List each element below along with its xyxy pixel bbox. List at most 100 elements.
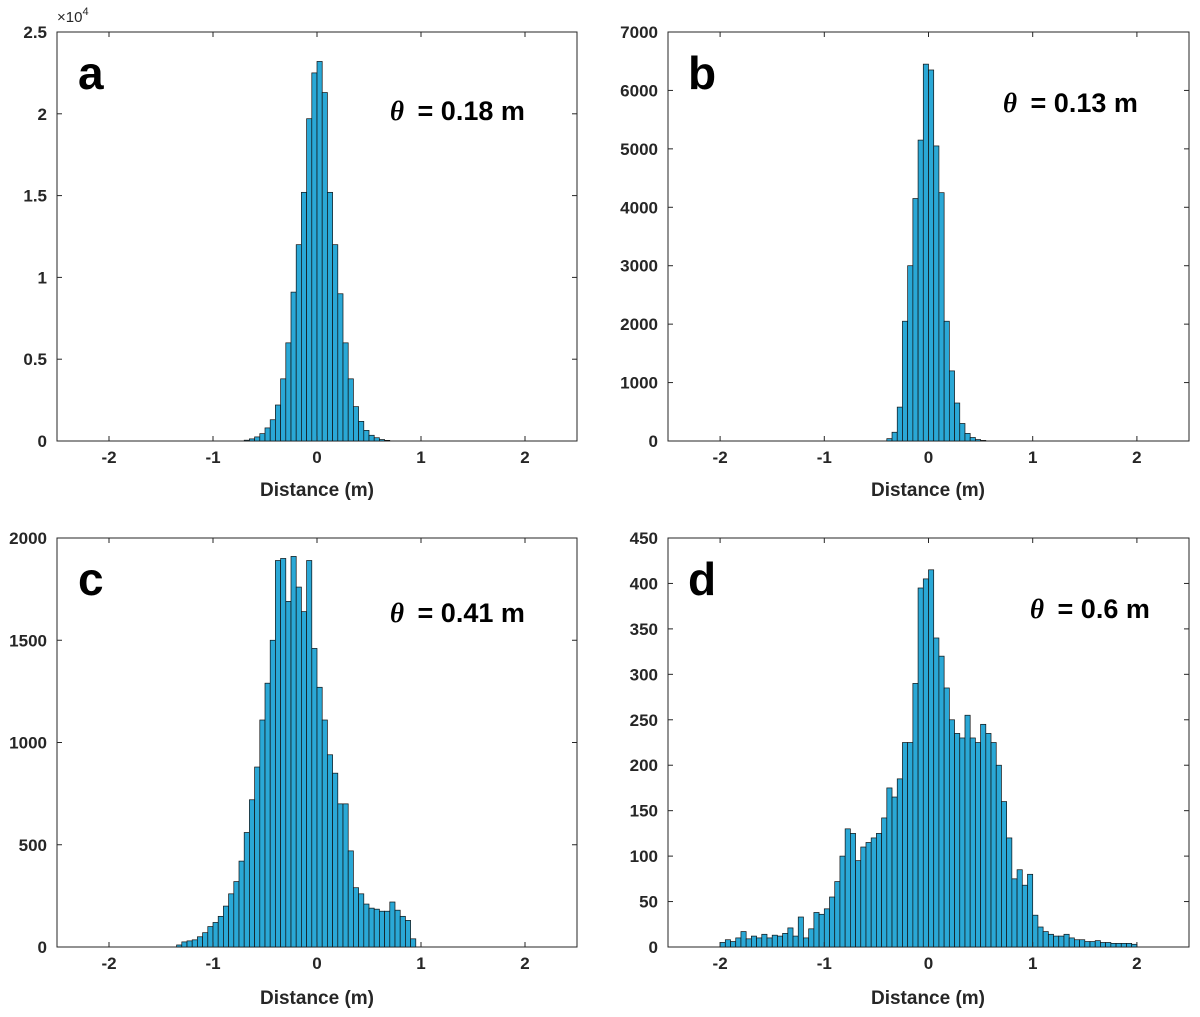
histogram-bar	[849, 833, 856, 948]
histogram-bar	[254, 766, 261, 948]
histogram-bar	[803, 937, 810, 948]
histogram-bar	[948, 370, 955, 442]
histogram-bar	[311, 72, 318, 442]
histogram-bar	[285, 601, 292, 948]
y-tick-label: 3000	[620, 257, 658, 276]
histogram-bar	[1084, 941, 1091, 948]
histogram-bar	[249, 438, 255, 442]
histogram-bar	[342, 803, 349, 948]
histogram-bar	[1053, 935, 1060, 948]
histogram-bar	[202, 932, 209, 948]
histogram-bar	[217, 915, 224, 948]
histogram-bar	[311, 648, 318, 948]
histogram-bar	[379, 439, 385, 442]
histogram-bar	[724, 939, 731, 948]
axis-ticks-a: -2 -1 0 1 2 0 0.5 1 1.5 2 2.5	[23, 23, 577, 467]
histogram-bar	[399, 915, 406, 948]
histogram-bar	[792, 935, 799, 948]
histogram-bar	[1042, 931, 1049, 948]
x-tick-label: 0	[924, 448, 933, 467]
y-tick-label: 7000	[620, 23, 658, 42]
histogram-bar	[280, 378, 287, 442]
histogram-bar	[777, 935, 783, 948]
x-axis-label-a: Distance (m)	[260, 480, 374, 501]
x-tick-label: 2	[520, 954, 529, 973]
histogram-bar	[844, 828, 851, 948]
axis-ticks-d: -2 -1 0 1 2 0 50 100 150 200 250 300 350 400 450	[630, 529, 1189, 973]
histogram-bar	[1115, 943, 1122, 948]
histogram-bar	[1011, 878, 1018, 948]
y-tick-label: 400	[630, 574, 658, 593]
histogram-bar	[1105, 942, 1112, 948]
histogram-bar	[1058, 935, 1065, 948]
panel-b: -2 -1 0 1 2 0 1000 2000 3000 4000 5000 6000 7000 b θ…	[620, 23, 1190, 501]
panel-label-b: b	[688, 47, 716, 99]
y-tick-label: 350	[630, 620, 658, 639]
histogram-bar	[1047, 933, 1054, 948]
histogram-bar	[766, 937, 773, 948]
histogram-bar	[730, 941, 737, 948]
histogram-bar	[870, 837, 877, 948]
y-tick-label: 0	[649, 938, 658, 957]
histogram-bar	[254, 436, 261, 442]
histogram-bar	[922, 578, 929, 948]
histogram-bar	[410, 938, 417, 948]
histogram-bar	[891, 796, 898, 948]
histogram-bar	[787, 927, 794, 948]
axis-ticks-b: -2 -1 0 1 2 0 1000 2000 3000 4000 5000 6000 7000	[620, 23, 1189, 467]
histogram-bar	[855, 860, 862, 948]
histogram-bar	[259, 719, 266, 948]
histogram-bar	[891, 431, 898, 442]
histogram-bar	[249, 799, 255, 948]
histogram-bar	[243, 832, 250, 948]
histogram-bar	[902, 320, 909, 442]
histogram-bar	[368, 434, 375, 442]
histogram-bar	[295, 244, 302, 442]
histogram-bar	[902, 742, 909, 948]
histogram-bar	[405, 920, 411, 948]
y-tick-label: 200	[630, 756, 658, 775]
histogram-bar	[1001, 801, 1008, 948]
histogram-bar	[1094, 940, 1101, 948]
histogram-bar	[1074, 939, 1080, 948]
histogram-bar	[243, 439, 250, 442]
histogram-bar	[176, 944, 183, 948]
histogram-bar	[933, 637, 940, 948]
histogram-bar	[990, 742, 997, 948]
histogram-bar	[290, 556, 297, 948]
histogram-bar	[337, 293, 344, 442]
histogram-bar	[782, 933, 789, 948]
svg-text:×104: ×104	[57, 6, 89, 26]
histogram-bar	[912, 198, 919, 442]
histogram-bar	[285, 342, 292, 442]
histogram-bar	[834, 881, 841, 948]
x-tick-label: 1	[1028, 448, 1037, 467]
histogram-bar	[332, 244, 339, 442]
histogram-bar	[980, 723, 987, 948]
histogram-bar	[1016, 869, 1023, 948]
histogram-bar	[1063, 933, 1070, 948]
y-tick-label: 1000	[620, 374, 658, 393]
y-tick-label: 250	[630, 711, 658, 730]
histogram-bar	[876, 833, 882, 948]
histogram-bars-b	[886, 63, 987, 442]
x-tick-label: 0	[924, 954, 933, 973]
histogram-bar	[327, 191, 333, 442]
histogram-bar	[259, 433, 266, 442]
x-tick-label: -2	[713, 448, 728, 467]
histogram-bar	[959, 737, 966, 948]
histogram-bar	[181, 941, 188, 948]
theta-annotation-d: θ = 0.6 m	[1030, 594, 1150, 624]
histogram-bar	[301, 611, 307, 948]
histogram-bar	[1006, 837, 1013, 948]
panel-label-a: a	[78, 47, 104, 99]
histogram-bar	[353, 406, 359, 442]
y-tick-label: 150	[630, 802, 658, 821]
histogram-bar	[327, 754, 333, 948]
histogram-bar	[347, 850, 354, 948]
histogram-bar	[818, 913, 825, 948]
x-axis-label-d: Distance (m)	[871, 988, 985, 1009]
histogram-bar	[212, 922, 219, 948]
histogram-bar	[964, 433, 971, 442]
